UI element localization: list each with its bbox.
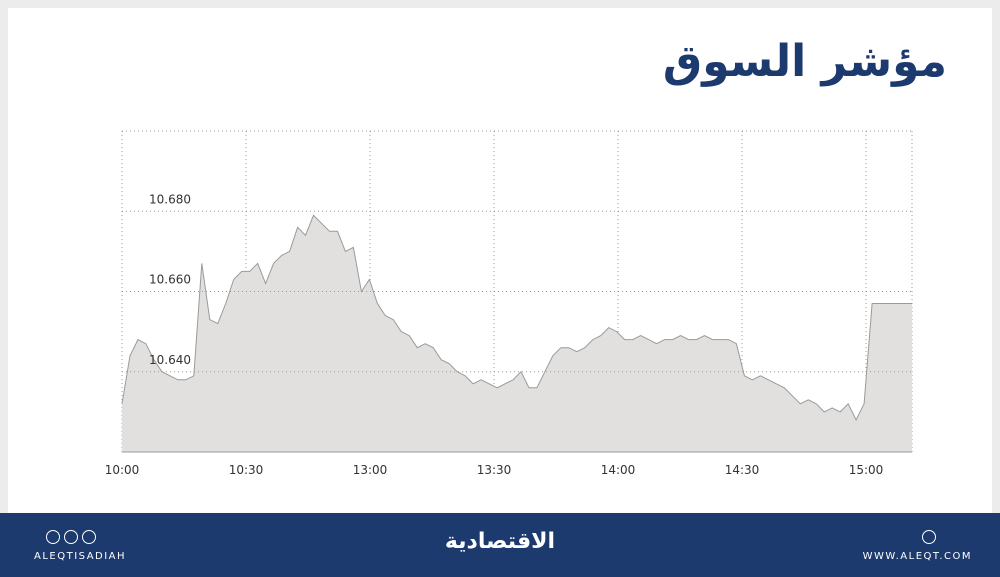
x-tick-label: 14:30 (725, 463, 760, 477)
x-tick-label: 13:30 (477, 463, 512, 477)
chart: 10:00 10:30 13:00 13:30 14:00 14:30 15:00 10.64… (105, 130, 913, 477)
line (121, 214, 912, 422)
y-tick-label: 10.660 (149, 273, 191, 287)
x-tick-label: 13:00 (353, 463, 388, 477)
facebook-icon[interactable] (64, 530, 78, 544)
footer-logo: الاقتصادية (444, 529, 556, 554)
x-tick-label: 10:00 (105, 463, 140, 477)
footer: ALEQTISADIAH الاقتصادية WWW.ALEQT.COM (0, 513, 1000, 577)
x-tick-label: 14:00 (601, 463, 636, 477)
instagram-icon[interactable] (46, 530, 60, 544)
title: مؤشر السوق (662, 36, 947, 87)
footer-handle: ALEQTISADIAH (34, 551, 127, 562)
y-tick-label: 10.680 (149, 192, 191, 206)
footer-url: WWW.ALEQT.COM (862, 551, 972, 562)
web-icon[interactable] (922, 530, 936, 544)
y-tick-label: 10.640 (149, 353, 191, 367)
area (122, 215, 912, 452)
twitter-icon[interactable] (82, 530, 96, 544)
x-tick-label: 10:30 (229, 463, 264, 477)
x-tick-label: 15:00 (849, 463, 884, 477)
